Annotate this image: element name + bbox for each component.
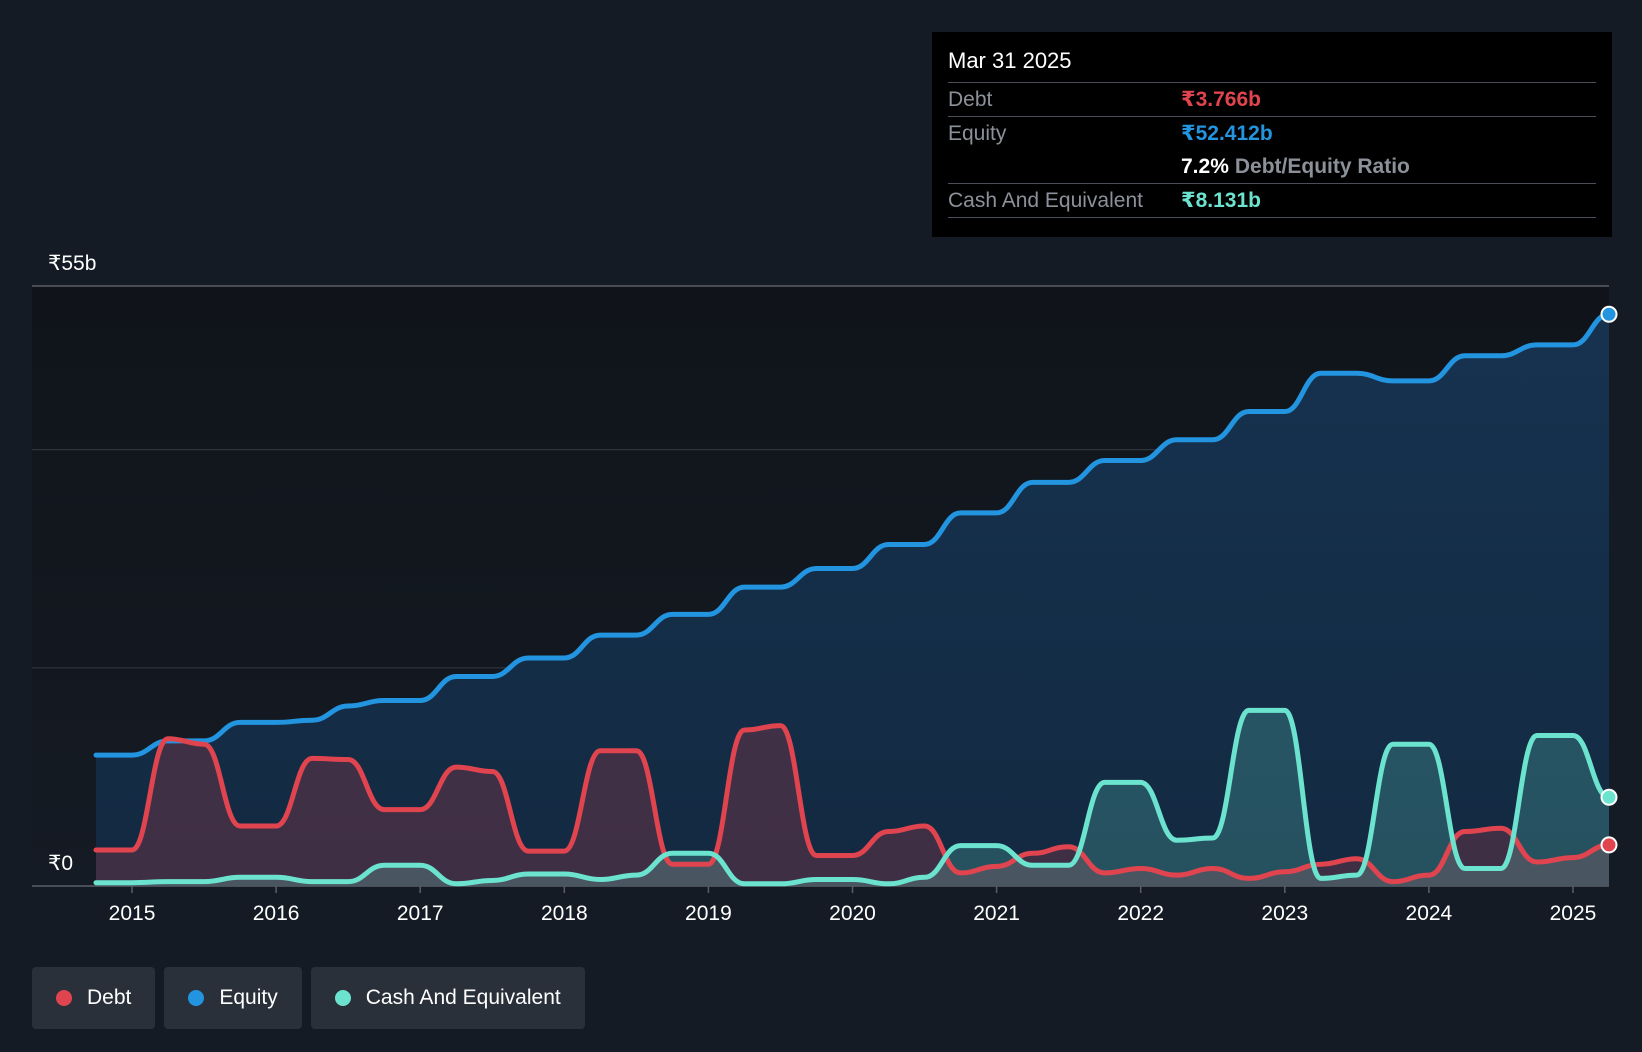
x-tick-label: 2016	[253, 902, 300, 925]
legend-item-equity[interactable]: Equity	[164, 967, 302, 1029]
x-tick-label: 2022	[1117, 902, 1164, 925]
legend-item-debt[interactable]: Debt	[32, 967, 156, 1029]
legend-label-debt: Debt	[87, 986, 132, 1009]
debt-endpoint-marker	[1600, 836, 1618, 854]
tooltip-ratio-label: Debt/Equity Ratio	[1234, 154, 1410, 178]
equity-line	[93, 311, 1612, 758]
cash-endpoint-marker	[1600, 788, 1618, 806]
series-lines	[93, 311, 1612, 887]
tooltip-cash-label: Cash And Equivalent	[948, 188, 1143, 212]
debt-dot-icon	[56, 990, 72, 1006]
tooltip-equity-label: Equity	[948, 121, 1007, 145]
x-axis-ticks: 2015 2016 2017 2018 2019 2020 2021 2022 2023 2024…	[109, 886, 1597, 925]
tooltip-ratio-value: 7.2%	[1181, 154, 1229, 178]
legend-item-cash[interactable]: Cash And Equivalent	[310, 967, 585, 1029]
tooltip-debt-value: ₹3.766b	[1181, 88, 1261, 111]
equity-area	[96, 314, 1609, 886]
tooltip-cash-value: ₹8.131b	[1181, 189, 1261, 212]
cash-dot-icon	[334, 990, 351, 1006]
x-tick-label: 2017	[397, 902, 444, 925]
series-areas	[96, 314, 1609, 886]
debt-line	[93, 723, 1612, 885]
legend-label-equity: Equity	[219, 986, 278, 1009]
y-axis-label: ₹0	[48, 852, 73, 875]
y-axis-labels: ₹55b ₹0	[48, 252, 96, 875]
x-tick-label: 2023	[1261, 902, 1308, 925]
debt-area	[96, 725, 1609, 886]
x-tick-label: 2025	[1550, 902, 1597, 925]
tooltip-ratio-row: 7.2% Debt/Equity Ratio	[948, 150, 1596, 183]
x-tick-label: 2019	[685, 902, 732, 925]
legend-label-cash: Cash And Equivalent	[365, 986, 561, 1009]
tooltip-cash-row: Cash And Equivalent ₹8.131b	[948, 183, 1596, 218]
x-tick-label: 2018	[541, 902, 588, 925]
equity-endpoint-marker	[1600, 305, 1618, 323]
series-endpoints	[1600, 305, 1618, 854]
cash-line	[93, 707, 1612, 887]
cash-area	[96, 710, 1609, 886]
chart-legend: Debt Equity Cash And Equivalent	[32, 967, 585, 1029]
hover-tooltip: Mar 31 2025 Debt ₹3.766b Equity ₹52.412b…	[932, 32, 1612, 237]
y-axis-label: ₹55b	[48, 252, 96, 275]
tooltip-equity-value: ₹52.412b	[1181, 122, 1273, 145]
x-tick-label: 2020	[829, 902, 876, 925]
x-tick-label: 2024	[1406, 902, 1453, 925]
x-tick-label: 2015	[109, 902, 156, 925]
tooltip-date: Mar 31 2025	[948, 48, 1072, 73]
tooltip-equity-row: Equity ₹52.412b	[948, 116, 1596, 150]
equity-dot-icon	[188, 990, 205, 1006]
tooltip-debt-label: Debt	[948, 87, 993, 111]
tooltip-debt-row: Debt ₹3.766b	[948, 82, 1596, 116]
x-tick-label: 2021	[973, 902, 1020, 925]
